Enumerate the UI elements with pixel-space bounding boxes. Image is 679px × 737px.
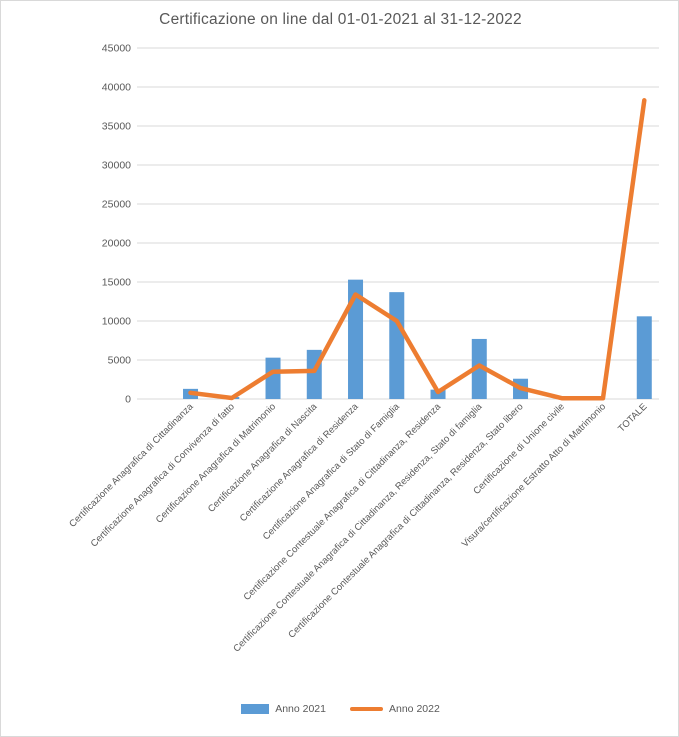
- line-anno-2022: [188, 98, 647, 401]
- y-axis-tick-label: 45000: [102, 43, 131, 55]
- bar-anno-2021: [265, 357, 281, 399]
- y-axis-tick-label: 10000: [102, 316, 131, 328]
- y-axis-tick-label: 25000: [102, 199, 131, 211]
- y-axis-tick-label: 40000: [102, 82, 131, 94]
- bar-anno-2021: [389, 292, 405, 399]
- y-axis-tick-label: 35000: [102, 121, 131, 133]
- y-axis-tick-label: 15000: [102, 277, 131, 289]
- category-label: TOTALE: [616, 401, 649, 434]
- bar-anno-2021: [348, 279, 364, 399]
- bar-anno-2021: [636, 316, 652, 399]
- category-label: Certificazione Contestuale Anagrafica di…: [242, 401, 444, 603]
- y-axis-tick-label: 20000: [102, 238, 131, 250]
- legend-item-anno-2021: Anno 2021: [241, 703, 326, 715]
- legend-swatch-bar-icon: [241, 704, 270, 714]
- y-axis-tick-label: 5000: [108, 355, 132, 367]
- bar-anno-2021: [430, 389, 446, 399]
- legend-label-anno-2021: Anno 2021: [275, 703, 326, 715]
- legend-item-anno-2022: Anno 2022: [350, 703, 440, 715]
- category-label: Visura/certificazione Estratto Atto di M…: [460, 401, 608, 549]
- category-label: Certificazione Anagrafica di Convivenza …: [89, 401, 237, 549]
- legend-label-anno-2022: Anno 2022: [389, 703, 440, 715]
- legend-swatch-line-icon: [350, 707, 383, 711]
- chart-title: Certificazione on line dal 01-01-2021 al…: [159, 11, 522, 28]
- y-axis-tick-label: 0: [125, 394, 131, 406]
- chart-legend: Anno 2021 Anno 2022: [1, 703, 678, 715]
- y-axis-tick-label: 30000: [102, 160, 131, 172]
- bar-anno-2021: [471, 338, 487, 399]
